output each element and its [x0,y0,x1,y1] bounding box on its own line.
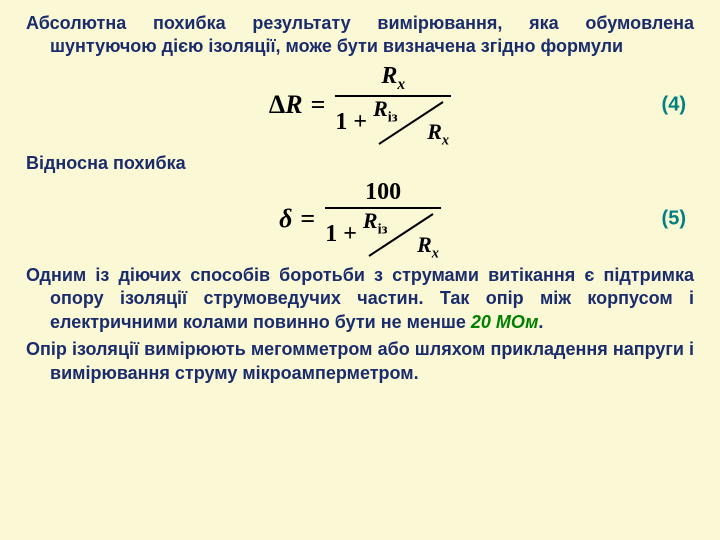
formula-4-numerator: Rx [377,63,409,95]
one-plus: 1 + [335,109,367,136]
delta-symbol: Δ [269,90,285,119]
paragraph-4: Опір ізоляції вимірюють мегомметром або … [26,338,694,385]
formula-5-row: δ = 100 1 + Rіз Rx (5) [26,179,694,260]
formula-5-denominator: 1 + Rіз Rx [325,209,441,260]
formula-4-slant-fraction: Rіз Rx [371,98,451,148]
slant-denominator: Rx [417,232,439,262]
equation-number-4: (4) [662,94,686,117]
formula-4-fraction: Rx 1 + Rіз Rx [335,63,451,148]
formula-4-lhs: ΔR [269,90,303,120]
variable-r: R [381,63,397,89]
formula-5-numerator: 100 [361,179,405,207]
formula-4: ΔR = Rx 1 + Rіз Rx [269,63,451,148]
value-20-mohm: 20 МОм [471,312,539,332]
formula-5-slant-fraction: Rіз Rx [361,210,441,260]
formula-4-denominator: 1 + Rіз Rx [335,97,451,148]
paragraph-3-text-a: Одним із діючих способів боротьби з стру… [26,265,694,332]
formula-5: δ = 100 1 + Rіз Rx [279,179,441,260]
equals-sign: = [311,90,326,120]
variable-r: R [417,232,432,257]
page: Абсолютна похибка результату вимірювання… [0,0,720,401]
equation-number-5: (5) [662,208,686,231]
subscript-x: x [442,133,449,149]
one-plus: 1 + [325,221,357,248]
formula-5-fraction: 100 1 + Rіз Rx [325,179,441,260]
subscript-x: x [397,76,405,93]
formula-5-lhs: δ [279,204,292,234]
slant-denominator: Rx [427,119,449,149]
paragraph-1: Абсолютна похибка результату вимірювання… [26,12,694,59]
variable-r: R [285,90,302,119]
equals-sign: = [300,204,315,234]
variable-r: R [427,119,442,144]
subscript-x: x [432,245,439,261]
paragraph-3-text-b: . [538,312,543,332]
paragraph-3: Одним із діючих способів боротьби з стру… [26,264,694,334]
formula-4-row: ΔR = Rx 1 + Rіз Rx (4) [26,63,694,148]
paragraph-2: Відносна похибка [26,152,694,175]
